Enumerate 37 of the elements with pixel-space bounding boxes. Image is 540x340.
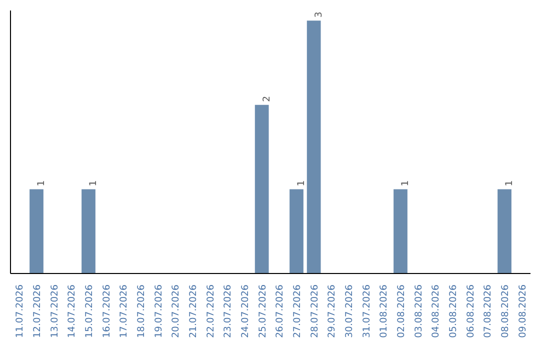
data-label: 1 bbox=[88, 180, 99, 186]
x-tick-label: 27.07.2026 bbox=[292, 284, 303, 338]
x-tick-label: 09.08.2026 bbox=[517, 284, 528, 338]
x-tick-label: 30.07.2026 bbox=[344, 284, 355, 338]
x-tick-label: 31.07.2026 bbox=[361, 284, 372, 338]
x-tick-label: 15.07.2026 bbox=[84, 284, 95, 338]
x-tick-label: 25.07.2026 bbox=[257, 284, 268, 338]
x-tick-label: 29.07.2026 bbox=[326, 284, 338, 338]
x-tick-label: 23.07.2026 bbox=[222, 284, 234, 338]
x-tick-label: 21.07.2026 bbox=[188, 284, 199, 338]
x-tick-label: 08.08.2026 bbox=[500, 284, 511, 338]
x-tick-label: 11.07.2026 bbox=[14, 284, 26, 338]
data-label: 2 bbox=[261, 96, 272, 102]
x-tick-label: 07.08.2026 bbox=[482, 284, 494, 338]
x-tick-label: 12.07.2026 bbox=[32, 284, 43, 338]
x-tick-label: 01.08.2026 bbox=[378, 284, 390, 338]
x-tick-label: 05.08.2026 bbox=[448, 284, 459, 338]
x-tick-label: 16.07.2026 bbox=[101, 284, 112, 338]
x-tick-label: 14.07.2026 bbox=[66, 284, 78, 338]
data-label: 1 bbox=[504, 180, 515, 186]
x-tick-label: 06.08.2026 bbox=[465, 284, 476, 338]
x-tick-label: 13.07.2026 bbox=[49, 284, 60, 338]
x-tick-label: 20.07.2026 bbox=[170, 284, 182, 338]
x-tick-label: 26.07.2026 bbox=[274, 284, 286, 338]
x-tick-label: 02.08.2026 bbox=[396, 284, 407, 338]
x-tick-label: 03.08.2026 bbox=[413, 284, 424, 338]
x-tick-label: 04.08.2026 bbox=[430, 284, 442, 338]
data-label: 3 bbox=[313, 12, 324, 18]
data-label: 1 bbox=[36, 180, 47, 186]
x-tick-label: 28.07.2026 bbox=[309, 284, 320, 338]
x-tick-label: 19.07.2026 bbox=[153, 284, 164, 338]
x-tick-label: 17.07.2026 bbox=[118, 284, 130, 338]
data-label: 1 bbox=[400, 180, 411, 186]
x-tick-label: 22.07.2026 bbox=[205, 284, 216, 338]
x-tick-label: 18.07.2026 bbox=[136, 284, 147, 338]
data-label: 1 bbox=[296, 180, 307, 186]
x-tick-label: 24.07.2026 bbox=[240, 284, 251, 338]
